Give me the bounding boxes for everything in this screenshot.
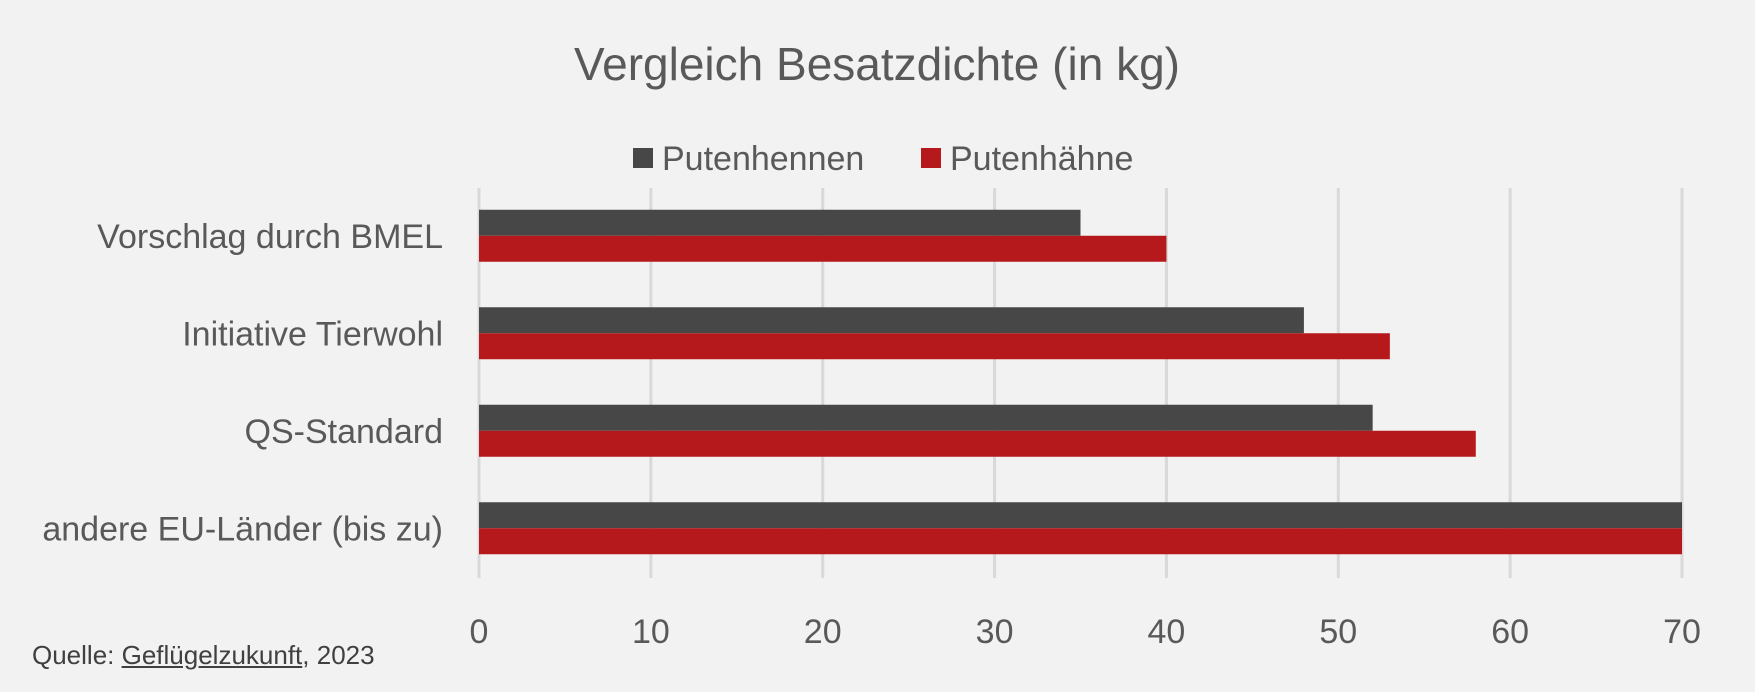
x-tick-label-30: 30: [976, 613, 1014, 651]
category-label-3: andere EU-Länder (bis zu): [42, 510, 443, 548]
bars: [479, 209, 1682, 555]
x-tick-label-60: 60: [1491, 613, 1529, 651]
category-label-0: Vorschlag durch BMEL: [97, 218, 443, 256]
category-label-1: Initiative Tierwohl: [182, 315, 443, 353]
x-tick-label-0: 0: [470, 613, 489, 651]
legend-label-1: Putenhähne: [950, 140, 1133, 178]
source-note: Quelle: Geflügelzukunft, 2023: [32, 640, 375, 671]
bar-putenhaehne-3: [479, 528, 1682, 555]
source-link[interactable]: Geflügelzukunft: [121, 640, 303, 670]
bar-putenhennen-3: [479, 502, 1682, 529]
bar-putenhaehne-2: [479, 430, 1476, 457]
bar-putenhaehne-0: [479, 235, 1167, 262]
legend: Putenhennen Putenhähne: [633, 140, 1133, 178]
bar-putenhaehne-1: [479, 333, 1390, 360]
x-tick-label-40: 40: [1148, 613, 1186, 651]
x-tick-label-70: 70: [1663, 613, 1701, 651]
legend-swatch-0: [633, 148, 653, 168]
chart-title: Vergleich Besatzdichte (in kg): [574, 38, 1180, 90]
category-label-2: QS-Standard: [245, 413, 443, 451]
x-tick-label-10: 10: [632, 613, 670, 651]
category-labels: Vorschlag durch BMEL Initiative Tierwohl Q…: [42, 218, 443, 549]
bar-putenhennen-2: [479, 404, 1373, 431]
x-tick-label-50: 50: [1319, 613, 1357, 651]
x-tick-label-20: 20: [804, 613, 842, 651]
source-prefix: Quelle:: [32, 640, 122, 670]
bar-putenhennen-1: [479, 307, 1304, 334]
x-axis-ticks: 0 10 20 30 40 50 60 70: [470, 613, 1701, 651]
bar-putenhennen-0: [479, 209, 1081, 236]
legend-label-0: Putenhennen: [662, 140, 864, 178]
legend-swatch-1: [921, 148, 941, 168]
source-suffix: , 2023: [302, 640, 375, 670]
